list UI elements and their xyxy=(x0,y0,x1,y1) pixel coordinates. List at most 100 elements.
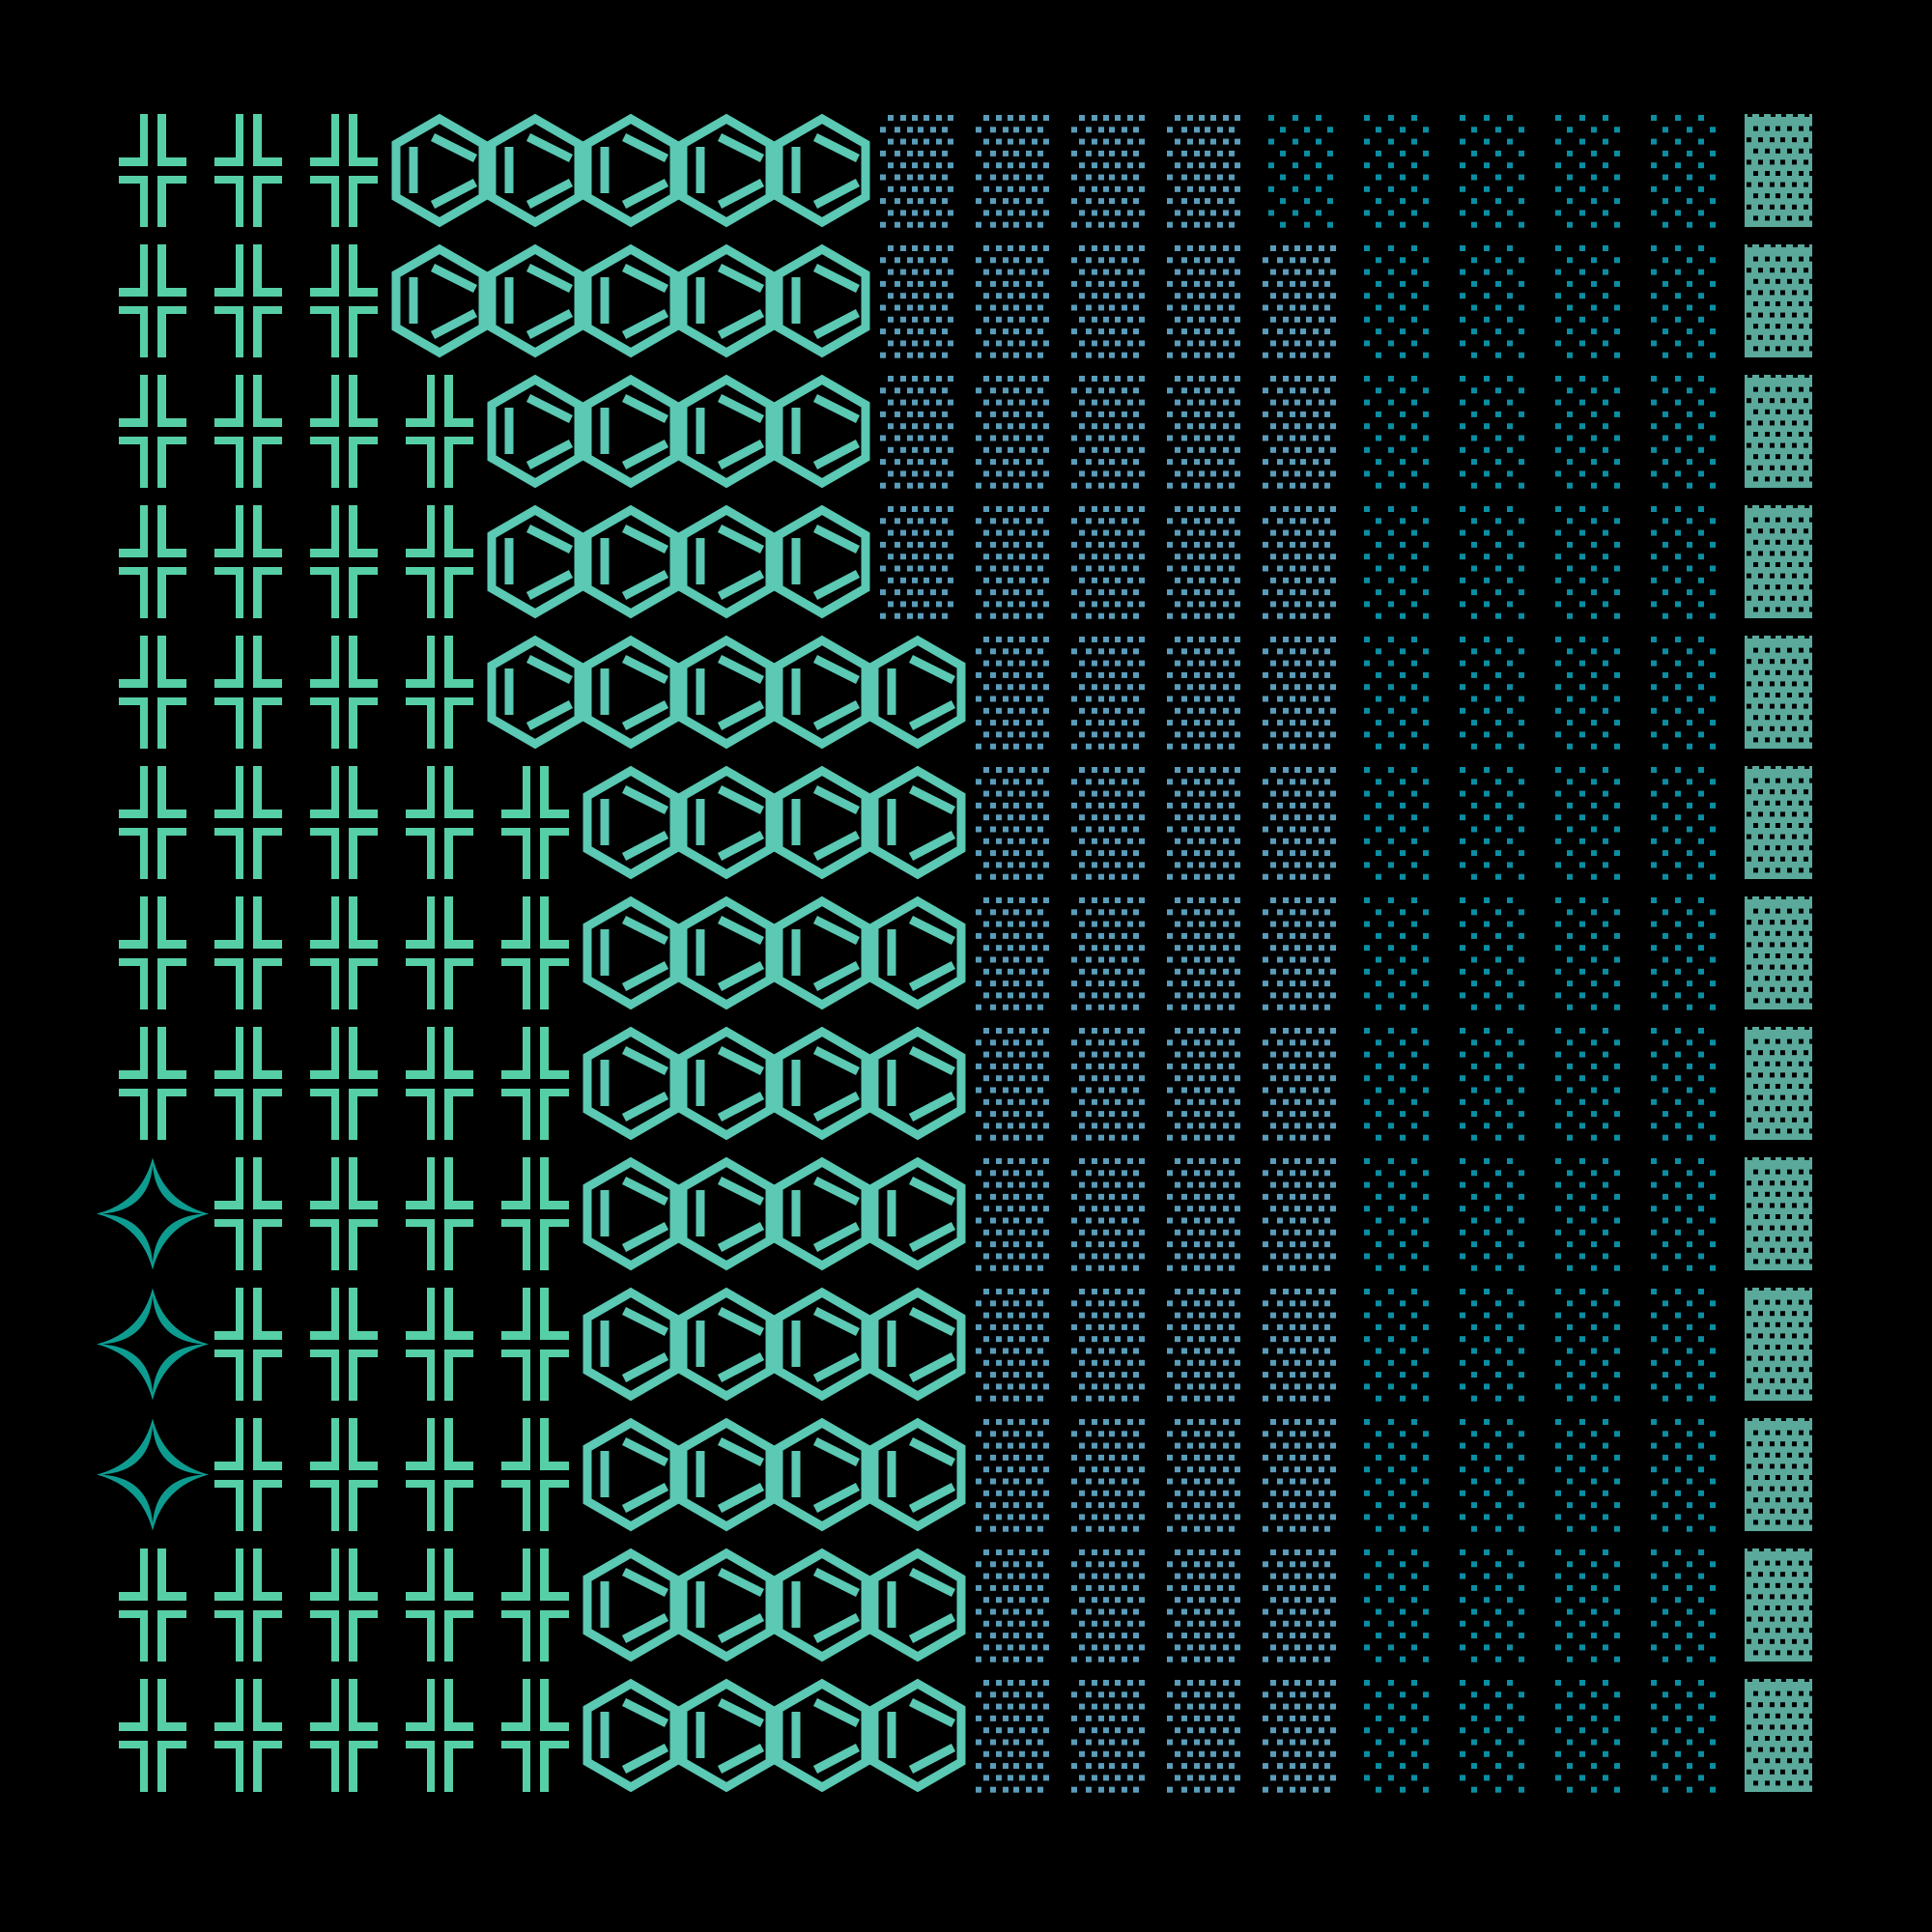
sparse-dot-pattern-icon xyxy=(1268,115,1333,228)
sparse-dot-pattern-icon xyxy=(1651,637,1716,750)
cross-glyph-icon xyxy=(214,1288,282,1401)
sparse-dot-pattern-icon xyxy=(1364,506,1429,619)
dense-dot-pattern-icon xyxy=(1263,767,1336,880)
dense-dot-pattern-icon xyxy=(976,245,1049,358)
hexagon-ring-icon xyxy=(678,765,775,880)
hexagon-ring-icon xyxy=(582,504,679,619)
sparse-dot-pattern-icon xyxy=(1460,767,1524,880)
sparse-dot-pattern-icon xyxy=(1651,1419,1716,1532)
cross-glyph-icon xyxy=(406,1157,473,1270)
cross-glyph-icon xyxy=(310,1679,378,1792)
dense-dot-pattern-icon xyxy=(976,1680,1049,1793)
glyph-row xyxy=(97,1286,1814,1402)
sparse-dot-pattern-icon xyxy=(1651,1158,1716,1271)
sparse-dot-pattern-icon xyxy=(1364,1028,1429,1141)
cross-glyph-icon xyxy=(214,1157,282,1270)
dense-dot-pattern-icon xyxy=(1263,1680,1336,1793)
dense-dot-pattern-icon xyxy=(1167,376,1240,489)
cross-glyph-icon xyxy=(310,1548,378,1662)
cross-glyph-icon xyxy=(119,505,186,618)
cross-glyph-icon xyxy=(406,1679,473,1792)
sparse-dot-pattern-icon xyxy=(1651,1680,1716,1793)
hexagon-ring-icon xyxy=(774,635,870,750)
sparse-dot-pattern-icon xyxy=(1555,376,1620,489)
hexagon-ring-icon xyxy=(774,1678,870,1793)
hexagon-ring-icon xyxy=(582,113,679,228)
dense-dot-pattern-icon xyxy=(1071,637,1145,750)
glyph-row xyxy=(119,1547,1814,1662)
dense-dot-pattern-icon xyxy=(976,1289,1049,1402)
hexagon-ring-icon xyxy=(678,374,775,489)
cross-glyph-icon xyxy=(214,1679,282,1792)
hexagon-ring-icon xyxy=(774,1417,870,1532)
cross-glyph-icon xyxy=(214,114,282,227)
sparse-dot-pattern-icon xyxy=(1364,1158,1429,1271)
sparse-dot-pattern-icon xyxy=(1460,376,1524,489)
dense-dot-pattern-icon xyxy=(1071,1549,1145,1662)
cross-glyph-icon xyxy=(119,636,186,749)
hexagon-ring-icon xyxy=(582,374,679,489)
dense-dot-pattern-icon xyxy=(976,897,1049,1010)
sparse-dot-pattern-icon xyxy=(1364,1419,1429,1532)
hexagon-ring-icon xyxy=(582,1548,679,1662)
dense-dot-pattern-icon xyxy=(976,1158,1049,1271)
hexagon-ring-icon xyxy=(774,113,870,228)
cross-glyph-icon xyxy=(214,1418,282,1531)
cross-glyph-icon xyxy=(501,1418,569,1531)
sparse-dot-pattern-icon xyxy=(1555,506,1620,619)
hexagon-ring-icon xyxy=(774,374,870,489)
hexagon-ring-icon xyxy=(774,243,870,358)
dense-dot-pattern-icon xyxy=(880,245,953,358)
hexagon-ring-icon xyxy=(869,1156,966,1271)
dense-dot-pattern-icon xyxy=(1071,1680,1145,1793)
sparse-dot-pattern-icon xyxy=(1555,1289,1620,1402)
sparse-dot-pattern-icon xyxy=(1460,1289,1524,1402)
cross-glyph-icon xyxy=(310,896,378,1009)
hexagon-ring-icon xyxy=(678,1548,775,1662)
dense-dot-pattern-icon xyxy=(1071,1289,1145,1402)
sparse-dot-pattern-icon xyxy=(1364,245,1429,358)
glyph-row xyxy=(97,1416,1814,1532)
hexagon-ring-icon xyxy=(487,243,583,358)
glyph-row xyxy=(119,1025,1814,1141)
hexagon-ring-icon xyxy=(678,1156,775,1271)
cross-glyph-icon xyxy=(214,505,282,618)
dense-dot-pattern-icon xyxy=(1167,897,1240,1010)
hexagon-ring-icon xyxy=(487,374,583,489)
dense-dot-pattern-icon xyxy=(1263,1549,1336,1662)
dense-dot-pattern-icon xyxy=(1071,897,1145,1010)
sparse-dot-pattern-icon xyxy=(1460,1680,1524,1793)
dense-dot-pattern-icon xyxy=(1263,376,1336,489)
hexagon-ring-icon xyxy=(774,1026,870,1141)
hexagon-ring-icon xyxy=(774,765,870,880)
sparse-dot-pattern-icon xyxy=(1460,245,1524,358)
hexagon-ring-icon xyxy=(774,1287,870,1402)
hexagon-ring-icon xyxy=(869,765,966,880)
sparse-dot-pattern-icon xyxy=(1555,637,1620,750)
sparse-dot-pattern-icon xyxy=(1651,767,1716,880)
hexagon-ring-icon xyxy=(678,635,775,750)
glyph-row xyxy=(119,634,1814,750)
sparse-dot-pattern-icon xyxy=(1364,767,1429,880)
hexagon-ring-icon xyxy=(582,895,679,1010)
perforated-square-icon xyxy=(1745,1547,1814,1662)
hexagon-ring-icon xyxy=(391,113,488,228)
hexagon-ring-icon xyxy=(774,1156,870,1271)
cross-glyph-icon xyxy=(501,1548,569,1662)
dense-dot-pattern-icon xyxy=(1167,245,1240,358)
perforated-square-icon xyxy=(1745,242,1814,357)
dense-dot-pattern-icon xyxy=(880,506,953,619)
sparse-dot-pattern-icon xyxy=(1555,897,1620,1010)
dense-dot-pattern-icon xyxy=(1167,1419,1240,1532)
dense-dot-pattern-icon xyxy=(1263,506,1336,619)
sparse-dot-pattern-icon xyxy=(1364,897,1429,1010)
hexagon-ring-icon xyxy=(678,1417,775,1532)
cross-glyph-icon xyxy=(119,1548,186,1662)
cross-glyph-icon xyxy=(119,896,186,1009)
dense-dot-pattern-icon xyxy=(976,1549,1049,1662)
cross-glyph-icon xyxy=(406,1288,473,1401)
sparse-dot-pattern-icon xyxy=(1555,767,1620,880)
hexagon-ring-icon xyxy=(582,1678,679,1793)
